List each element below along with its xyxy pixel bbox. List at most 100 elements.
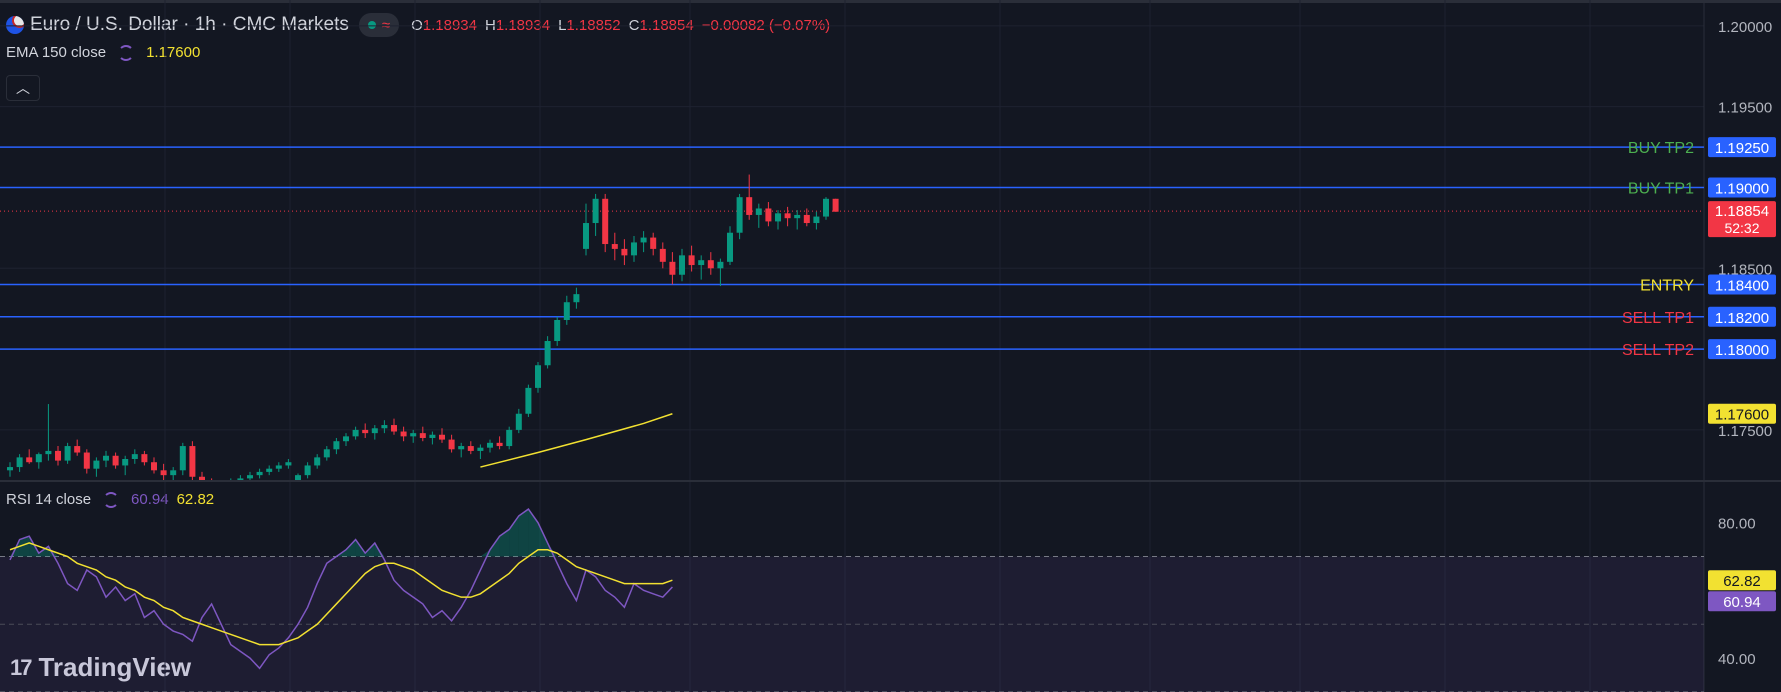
candle[interactable] — [573, 287, 580, 309]
candle[interactable] — [189, 441, 196, 480]
candle[interactable] — [333, 437, 340, 455]
candle[interactable] — [803, 208, 810, 227]
candle[interactable] — [698, 255, 705, 280]
candle[interactable] — [170, 467, 177, 483]
candle[interactable] — [228, 478, 234, 488]
candle[interactable] — [688, 245, 695, 272]
symbol-title[interactable]: Euro / U.S. Dollar · 1h · CMC Markets — [30, 14, 349, 35]
candle[interactable] — [275, 462, 282, 472]
candle[interactable] — [314, 454, 321, 469]
candle[interactable] — [707, 252, 714, 275]
candle[interactable] — [832, 198, 839, 212]
candle[interactable] — [131, 449, 138, 464]
refresh-icon[interactable] — [103, 491, 120, 508]
level-price-badge — [1708, 306, 1776, 327]
candle[interactable] — [525, 384, 532, 417]
candle[interactable] — [352, 426, 359, 440]
candle[interactable] — [621, 239, 628, 266]
candle[interactable] — [439, 428, 445, 443]
price-pane[interactable] — [0, 146, 1704, 493]
level-price-badge-text: 1.19250 — [1715, 140, 1769, 157]
candle[interactable] — [784, 206, 791, 227]
candle[interactable] — [659, 242, 666, 269]
candle[interactable] — [16, 454, 23, 472]
candle[interactable] — [7, 462, 13, 477]
rsi-indicator-legend[interactable]: RSI 14 close 60.94 62.82 — [6, 491, 214, 508]
candle[interactable] — [179, 442, 186, 476]
candle[interactable] — [400, 426, 407, 442]
candle[interactable] — [237, 475, 244, 485]
candle[interactable] — [631, 235, 637, 262]
candle[interactable] — [611, 232, 618, 261]
candle[interactable] — [746, 174, 753, 220]
candle[interactable] — [458, 442, 465, 458]
candle[interactable] — [506, 426, 513, 450]
candle[interactable] — [304, 462, 311, 479]
candle[interactable] — [544, 336, 551, 369]
candle[interactable] — [717, 258, 724, 287]
candle[interactable] — [74, 439, 81, 456]
ema-indicator-legend[interactable]: EMA 150 close 1.17600 — [6, 44, 200, 61]
candle[interactable] — [592, 193, 599, 236]
candle[interactable] — [285, 458, 292, 469]
candle[interactable] — [487, 439, 493, 453]
candle[interactable] — [410, 429, 417, 443]
candle[interactable] — [765, 202, 772, 227]
candle[interactable] — [391, 418, 397, 435]
candle[interactable] — [199, 471, 205, 487]
candle[interactable] — [295, 473, 301, 487]
candle[interactable] — [419, 426, 426, 442]
refresh-icon[interactable] — [118, 44, 135, 61]
candle[interactable] — [151, 457, 157, 474]
candle[interactable] — [650, 232, 657, 256]
candle[interactable] — [775, 210, 781, 230]
candle[interactable] — [640, 231, 647, 253]
candle[interactable] — [727, 226, 733, 266]
candle[interactable] — [93, 457, 100, 477]
candle[interactable] — [247, 471, 253, 482]
candle[interactable] — [64, 442, 71, 464]
candle[interactable] — [256, 468, 263, 479]
candle[interactable] — [266, 465, 273, 476]
candle[interactable] — [83, 449, 90, 474]
candle[interactable] — [554, 316, 561, 346]
candle[interactable] — [160, 463, 167, 480]
rsi-pane[interactable] — [0, 508, 1704, 692]
candle[interactable] — [112, 452, 119, 469]
candle[interactable] — [381, 420, 388, 434]
candle[interactable] — [794, 210, 801, 230]
candle[interactable] — [515, 408, 522, 434]
candle[interactable] — [323, 446, 330, 461]
candle[interactable] — [141, 450, 148, 466]
market-status-pill[interactable]: ≈ — [358, 13, 400, 37]
candle[interactable] — [448, 434, 455, 453]
tradingview-logo[interactable]: 17 TradingView — [10, 652, 191, 683]
candle[interactable] — [823, 197, 829, 220]
candle[interactable] — [343, 433, 349, 447]
collapse-legend-button[interactable]: ︿ — [6, 75, 40, 101]
candle[interactable] — [563, 295, 570, 325]
candle[interactable] — [755, 203, 762, 228]
candle[interactable] — [26, 449, 33, 464]
candle[interactable] — [535, 362, 541, 393]
candle[interactable] — [813, 211, 820, 230]
candle[interactable] — [429, 431, 436, 445]
candle[interactable] — [669, 252, 676, 285]
candle-body — [93, 460, 100, 469]
candle[interactable] — [583, 203, 589, 256]
candle[interactable] — [55, 446, 61, 466]
candle[interactable] — [362, 423, 369, 438]
candle[interactable] — [467, 441, 474, 455]
candle[interactable] — [602, 193, 609, 253]
candle[interactable] — [496, 436, 503, 450]
rsi-overbought-fill — [346, 539, 356, 557]
candle[interactable] — [103, 450, 109, 468]
candle[interactable] — [736, 193, 743, 240]
candle[interactable] — [122, 455, 129, 476]
candle[interactable] — [45, 404, 52, 461]
candle[interactable] — [477, 444, 484, 459]
candle[interactable] — [371, 425, 378, 440]
candle[interactable] — [35, 452, 42, 469]
candle[interactable] — [679, 248, 685, 282]
